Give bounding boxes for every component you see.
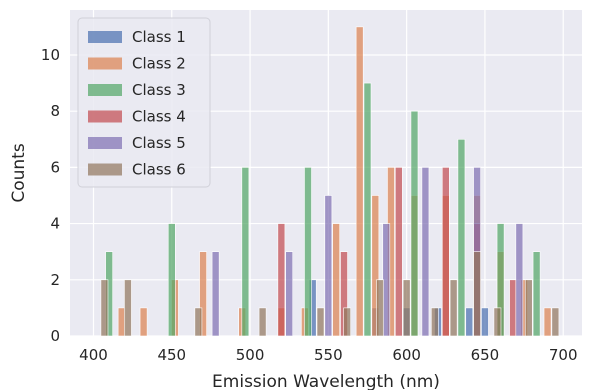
legend-label: Class 2 <box>132 55 186 73</box>
y-tick-label: 10 <box>41 46 60 64</box>
bar-class-3 <box>363 82 372 337</box>
x-tick-label: 650 <box>471 346 500 364</box>
bar-class-6 <box>449 279 458 337</box>
bar-class-6 <box>551 307 560 337</box>
bar-class-6 <box>473 251 481 337</box>
bar-class-2 <box>332 223 341 337</box>
bar-class-3 <box>532 251 541 337</box>
x-tick-label: 500 <box>236 346 265 364</box>
y-tick-label: 8 <box>50 102 60 120</box>
bar-class-4 <box>394 167 403 337</box>
bar-class-6 <box>194 307 203 337</box>
x-tick-label: 400 <box>79 346 108 364</box>
bar-class-1 <box>481 307 489 337</box>
bar-class-2 <box>355 26 364 337</box>
x-tick-label: 600 <box>392 346 421 364</box>
bar-class-3 <box>410 110 419 337</box>
legend-label: Class 4 <box>132 108 186 126</box>
bar-class-6 <box>100 279 109 337</box>
legend-label: Class 5 <box>132 134 186 152</box>
bar-class-6 <box>402 279 411 337</box>
bar-class-6 <box>316 307 325 337</box>
legend-label: Class 1 <box>132 28 186 46</box>
bar-class-3 <box>167 223 176 337</box>
bar-class-6 <box>524 279 533 337</box>
bar-class-6 <box>493 307 502 337</box>
bar-class-4 <box>277 223 286 337</box>
bars-layer <box>100 26 560 337</box>
bar-class-5 <box>285 251 294 337</box>
legend-swatch <box>88 110 122 123</box>
y-axis-label: Counts <box>9 143 29 202</box>
bar-class-5 <box>324 195 333 337</box>
x-tick-label: 700 <box>549 346 578 364</box>
legend-swatch <box>88 163 122 176</box>
bar-class-5 <box>421 167 430 337</box>
legend-label: Class 6 <box>132 161 186 179</box>
y-tick-labels: 0 2 4 6 8 10 <box>41 46 60 345</box>
legend-swatch <box>88 137 122 149</box>
bar-class-3 <box>457 138 466 337</box>
bar-class-1 <box>465 307 474 337</box>
bar-class-2 <box>139 307 148 337</box>
bar-class-6 <box>430 307 439 337</box>
bar-class-3 <box>241 167 250 337</box>
legend-swatch <box>88 84 122 96</box>
bar-class-2 <box>199 251 207 337</box>
x-axis-label: Emission Wavelength (nm) <box>212 372 440 390</box>
bar-class-5 <box>515 223 524 337</box>
x-tick-label: 450 <box>157 346 186 364</box>
y-tick-label: 2 <box>50 271 60 289</box>
bar-class-2 <box>371 195 380 337</box>
legend: Class 1 Class 2 Class 3 Class 4 Class 5 Class… <box>77 17 211 188</box>
x-tick-labels: 400 450 500 550 600 650 700 <box>79 346 577 364</box>
y-tick-label: 0 <box>50 327 60 345</box>
bar-class-2 <box>543 307 552 337</box>
bar-class-6 <box>376 279 384 337</box>
bar-class-6 <box>124 279 132 337</box>
legend-label: Class 3 <box>132 81 186 99</box>
legend-swatch <box>88 31 122 43</box>
bar-class-6 <box>258 307 267 337</box>
bar-class-5 <box>211 251 220 337</box>
y-tick-label: 6 <box>50 158 60 176</box>
legend-swatch <box>88 57 122 70</box>
bar-class-3 <box>304 167 312 337</box>
bar-class-6 <box>343 307 351 337</box>
bar-class-4 <box>441 167 450 337</box>
y-tick-label: 4 <box>50 215 60 233</box>
x-tick-label: 550 <box>314 346 343 364</box>
